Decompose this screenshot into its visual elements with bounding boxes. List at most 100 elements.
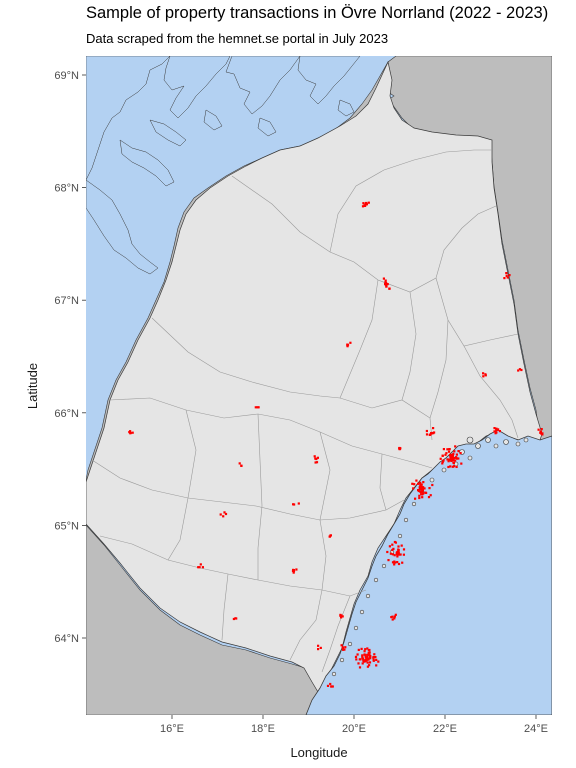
y-tick-label: 64°N — [54, 633, 79, 645]
transaction-point — [363, 650, 366, 653]
transaction-point — [450, 458, 453, 461]
transaction-point — [541, 432, 544, 435]
norwegian-fjords — [86, 56, 361, 275]
transaction-point — [382, 277, 385, 280]
y-tick-label: 69°N — [54, 70, 79, 82]
transaction-point — [396, 551, 399, 554]
transaction-point — [358, 666, 362, 669]
transaction-point — [455, 465, 458, 468]
transaction-point — [201, 566, 204, 569]
transaction-point — [198, 566, 201, 569]
transaction-point — [393, 615, 396, 618]
transaction-point — [425, 429, 428, 433]
transaction-point — [505, 272, 508, 275]
transaction-point — [419, 482, 422, 485]
transaction-point — [493, 430, 496, 433]
transaction-point — [393, 554, 396, 557]
transaction-point — [340, 644, 343, 647]
transaction-point — [520, 368, 523, 372]
transaction-point — [422, 492, 425, 495]
transaction-point — [362, 202, 365, 205]
transaction-point — [498, 430, 501, 433]
transaction-point — [372, 656, 375, 659]
transaction-point — [375, 664, 378, 667]
transaction-point — [398, 447, 401, 450]
transaction-point — [420, 485, 423, 488]
transaction-point — [369, 657, 372, 660]
transaction-point — [496, 428, 499, 431]
transaction-point — [340, 616, 343, 619]
transaction-point — [425, 433, 429, 436]
transaction-point — [365, 203, 368, 206]
transaction-point — [394, 613, 397, 616]
transaction-point — [400, 544, 403, 547]
transaction-point — [518, 368, 521, 371]
transaction-point — [364, 648, 367, 651]
transaction-point — [349, 341, 352, 344]
transaction-point — [377, 660, 380, 663]
x-tick-label: 18°E — [251, 723, 275, 735]
transaction-point — [365, 659, 368, 662]
transaction-point — [359, 658, 362, 661]
transaction-point — [441, 454, 444, 457]
y-axis: 64°N 65°N 66°N 67°N 68°N 69°N — [54, 70, 86, 645]
transaction-point — [390, 616, 393, 619]
transaction-point — [361, 654, 364, 657]
transaction-point — [365, 201, 368, 205]
transaction-point — [357, 662, 360, 665]
y-tick-label: 66°N — [54, 408, 79, 420]
transaction-point — [397, 549, 400, 552]
transaction-point — [419, 490, 422, 493]
transaction-point — [386, 283, 389, 286]
transaction-point — [364, 204, 367, 207]
transaction-point — [452, 458, 455, 462]
x-tick-label: 20°E — [342, 723, 366, 735]
transaction-point — [429, 494, 432, 497]
transaction-point — [391, 615, 394, 618]
transaction-point — [368, 661, 372, 664]
transaction-point — [366, 661, 369, 664]
transaction-point — [343, 648, 346, 651]
transaction-point — [421, 496, 424, 499]
transaction-point — [329, 534, 332, 537]
transaction-point — [292, 571, 295, 574]
transaction-point — [402, 548, 406, 551]
transaction-point — [384, 279, 387, 282]
transaction-point — [386, 550, 389, 554]
transaction-point — [317, 644, 320, 647]
transaction-point — [397, 562, 401, 566]
transaction-point — [482, 372, 485, 375]
transaction-point — [457, 457, 460, 460]
transaction-point — [372, 659, 375, 662]
transaction-point — [447, 458, 450, 461]
transaction-point — [315, 461, 319, 464]
transaction-point — [384, 283, 387, 286]
transaction-point — [450, 456, 453, 459]
transaction-point — [356, 653, 359, 656]
transaction-point — [391, 561, 395, 564]
transaction-point — [454, 459, 457, 462]
transaction-point — [427, 496, 431, 499]
transaction-point — [317, 648, 320, 651]
transaction-point — [452, 461, 455, 465]
transaction-point — [537, 428, 540, 431]
transaction-point — [430, 432, 433, 435]
transaction-point — [448, 448, 451, 451]
transaction-point — [445, 452, 448, 455]
transaction-point — [505, 274, 508, 277]
transaction-point — [292, 503, 295, 506]
y-tick-label: 65°N — [54, 520, 79, 532]
transaction-point — [366, 654, 369, 657]
x-tick-label: 16°E — [160, 723, 184, 735]
transaction-point — [366, 665, 369, 668]
transaction-point — [341, 646, 344, 649]
transaction-point — [295, 568, 298, 571]
transaction-point — [238, 462, 241, 465]
y-tick-label: 67°N — [54, 295, 79, 307]
transaction-point — [387, 559, 390, 562]
transaction-point — [453, 457, 456, 460]
transaction-points — [128, 201, 544, 688]
transaction-point — [363, 660, 366, 663]
transaction-point — [493, 427, 496, 430]
transaction-point — [422, 486, 425, 489]
